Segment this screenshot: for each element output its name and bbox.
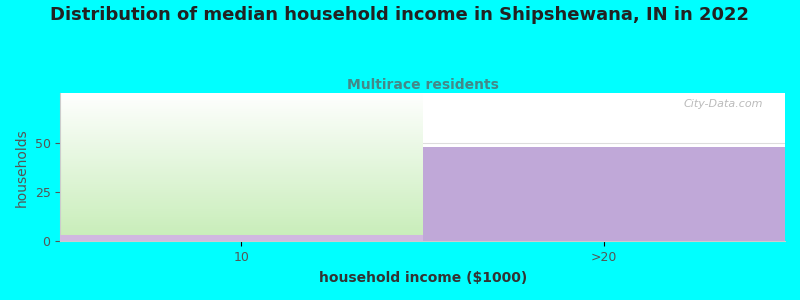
Y-axis label: households: households (15, 128, 29, 207)
Text: Distribution of median household income in Shipshewana, IN in 2022: Distribution of median household income … (50, 6, 750, 24)
Bar (422, 146, 785, 241)
Bar (422, 236, 785, 241)
X-axis label: household income ($1000): household income ($1000) (318, 271, 526, 285)
Text: City-Data.com: City-Data.com (684, 99, 763, 109)
Bar (60, 236, 422, 241)
Title: Multirace residents: Multirace residents (346, 78, 498, 92)
